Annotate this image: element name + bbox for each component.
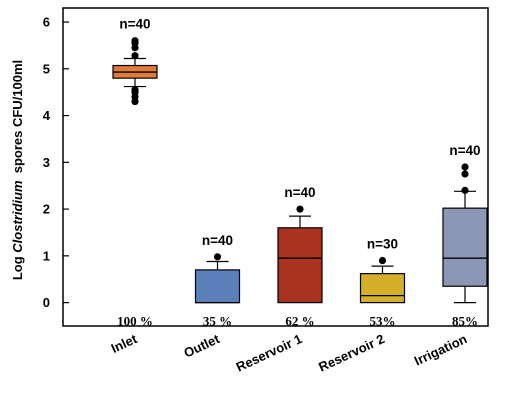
outlier-point	[461, 186, 469, 194]
y-axis: 0 1 2 3 4 5 6	[43, 15, 69, 310]
y-axis-title-italic: Clostridium	[10, 180, 25, 253]
boxes-group: n=40 100 % n=40 35 % n=40 62 % n=30 53% n=40 85%	[112, 17, 488, 328]
outlier-point	[461, 170, 469, 178]
plot-frame	[62, 7, 489, 327]
category-label: Inlet	[109, 331, 140, 356]
sample-size-label: n=40	[119, 17, 150, 32]
outlier-point	[131, 37, 139, 45]
sample-size-label: n=40	[449, 143, 480, 158]
sample-size-label: n=40	[284, 185, 315, 200]
iqr-box	[277, 227, 323, 304]
y-axis-title-prefix: Log	[10, 253, 25, 280]
y-axis-title: Log Clostridium spores CFU/100ml	[10, 60, 25, 280]
y-tick-label: 5	[43, 61, 50, 76]
percent-label: 62 %	[285, 313, 314, 328]
x-axis-labels: Inlet Outlet Reservoir 1 Reservoir 2 Irrigat…	[109, 331, 470, 375]
y-tick-label: 3	[43, 155, 50, 170]
y-tick-label: 2	[43, 202, 50, 217]
percent-label: 53%	[370, 313, 396, 328]
box-outlet: n=40 35 %	[194, 233, 241, 328]
y-axis-title-suffix: spores CFU/100ml	[10, 60, 25, 181]
category-label: Irrigation	[412, 331, 469, 368]
box-reservoir-2: n=30 53%	[359, 237, 406, 328]
iqr-box	[359, 273, 406, 304]
y-tick-label: 0	[43, 295, 50, 310]
iqr-box	[194, 269, 241, 304]
y-tick-label: 4	[43, 108, 51, 123]
outlier-point	[131, 52, 139, 60]
y-tick-label: 6	[43, 15, 50, 30]
percent-label: 100 %	[117, 313, 153, 328]
category-label: Reservoir 2	[316, 331, 387, 375]
sample-size-label: n=30	[367, 237, 398, 252]
category-label: Reservoir 1	[234, 331, 305, 375]
box-inlet: n=40 100 %	[112, 17, 158, 328]
percent-label: 35 %	[203, 313, 232, 328]
outlier-point	[378, 256, 387, 265]
outlier-point	[461, 163, 469, 171]
y-tick-label: 1	[43, 248, 50, 263]
sample-size-label: n=40	[202, 233, 233, 248]
box-reservoir-1: n=40 62 %	[277, 185, 323, 328]
box-irrigation: n=40 85%	[442, 143, 488, 328]
percent-label: 85%	[452, 313, 478, 328]
category-label: Outlet	[181, 331, 222, 361]
outlier-point	[213, 253, 222, 261]
outlier-point	[296, 205, 304, 213]
iqr-box	[442, 207, 488, 287]
outlier-point	[131, 86, 139, 94]
